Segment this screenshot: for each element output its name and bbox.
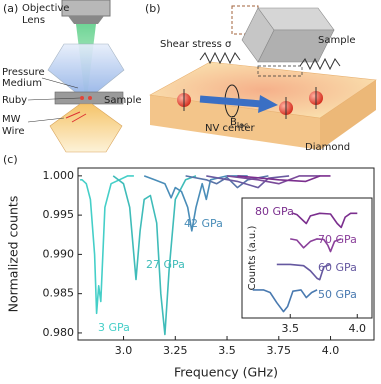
field-arrow	[199, 95, 263, 108]
ruby	[80, 96, 84, 100]
label: NV center	[205, 123, 256, 134]
slab-front	[150, 95, 320, 150]
panel-a: (a) Objective Lens Pressure Medium Ruby …	[2, 0, 142, 153]
series-line	[80, 175, 134, 315]
series-line	[206, 175, 290, 189]
inset-y-label: Counts (a.u.)	[247, 226, 258, 291]
spring	[199, 51, 241, 65]
series-line	[143, 175, 248, 232]
y-tick-label: 0.985	[43, 287, 75, 300]
series-label: 70 GPa	[318, 233, 357, 246]
series-line	[185, 175, 269, 189]
label: Ruby	[2, 95, 27, 106]
leader-lines	[27, 77, 81, 123]
mw-wire-lines	[65, 111, 87, 123]
x-tick-label: 3.5	[281, 322, 299, 335]
series-line	[276, 263, 331, 281]
series-label: 50 GPa	[318, 288, 357, 301]
inset-plot: 3.5 4.0 80 GPa 70 GPa 60 GPa 50 GPa	[252, 205, 367, 335]
series-label: 80 GPa	[255, 205, 294, 218]
series-line	[290, 238, 342, 253]
series-label: 60 GPa	[318, 261, 357, 274]
series-line	[252, 289, 318, 313]
x-tick-label: 3.25	[163, 344, 188, 357]
series-line	[237, 175, 331, 183]
label: Sample	[318, 35, 356, 46]
y-tick-label: 1.000	[43, 169, 75, 182]
panel-label: (a)	[3, 2, 18, 15]
x-tick-label: 4.0	[349, 322, 367, 335]
series-label: 3 GPa	[98, 321, 130, 334]
label: Lens	[22, 15, 45, 26]
x-tick-label: 3.5	[218, 344, 236, 357]
label: Sample	[104, 95, 142, 106]
y-tick-label: 0.995	[43, 208, 75, 221]
field-arrowhead	[258, 95, 278, 113]
series-line	[226, 175, 321, 185]
label: Diamond	[305, 142, 350, 153]
x-axis-label: Frequency (GHz)	[174, 365, 278, 380]
spring	[299, 57, 341, 71]
sample-dot	[88, 96, 92, 100]
series-label: 42 GPa	[184, 217, 223, 230]
slab-side	[320, 80, 376, 150]
field-subscript: loc	[237, 121, 249, 130]
field-symbol: B̃	[230, 115, 237, 128]
label: Shear stress σ	[160, 39, 232, 50]
x-tick-label: 4.0	[322, 344, 340, 357]
series-line	[112, 175, 197, 336]
y-tick-label: 0.990	[43, 247, 75, 260]
dashed-slot	[257, 65, 303, 77]
objective-tip	[68, 16, 104, 24]
series-line	[292, 212, 358, 229]
sample-side	[241, 7, 275, 63]
top-anvil	[47, 43, 125, 97]
bottom-anvil	[49, 103, 123, 153]
label: Pressure	[2, 67, 45, 78]
main-plot: 3.0 3.25 3.5 3.75 4.0 0.980 0.985 0.990 0.995 1.0…	[43, 169, 340, 357]
panel-label: (c)	[3, 153, 18, 166]
x-tick-label: 3.75	[267, 344, 292, 357]
y-axis-label: Normalized counts	[6, 196, 21, 313]
panel-b: (b) Shear stress σ Sample B̃loc NV cente…	[145, 2, 377, 153]
label: Wire	[2, 126, 25, 137]
label: Medium	[2, 78, 42, 89]
label: MW	[2, 114, 21, 125]
x-tick-label: 3.0	[115, 344, 133, 357]
series-label: 27 GPa	[146, 258, 185, 271]
label: Objective	[22, 3, 69, 14]
panel-label: (b)	[145, 2, 161, 15]
y-tick-label: 0.980	[43, 326, 75, 339]
field-label: B̃loc	[230, 115, 248, 129]
nv-axis	[183, 87, 317, 119]
